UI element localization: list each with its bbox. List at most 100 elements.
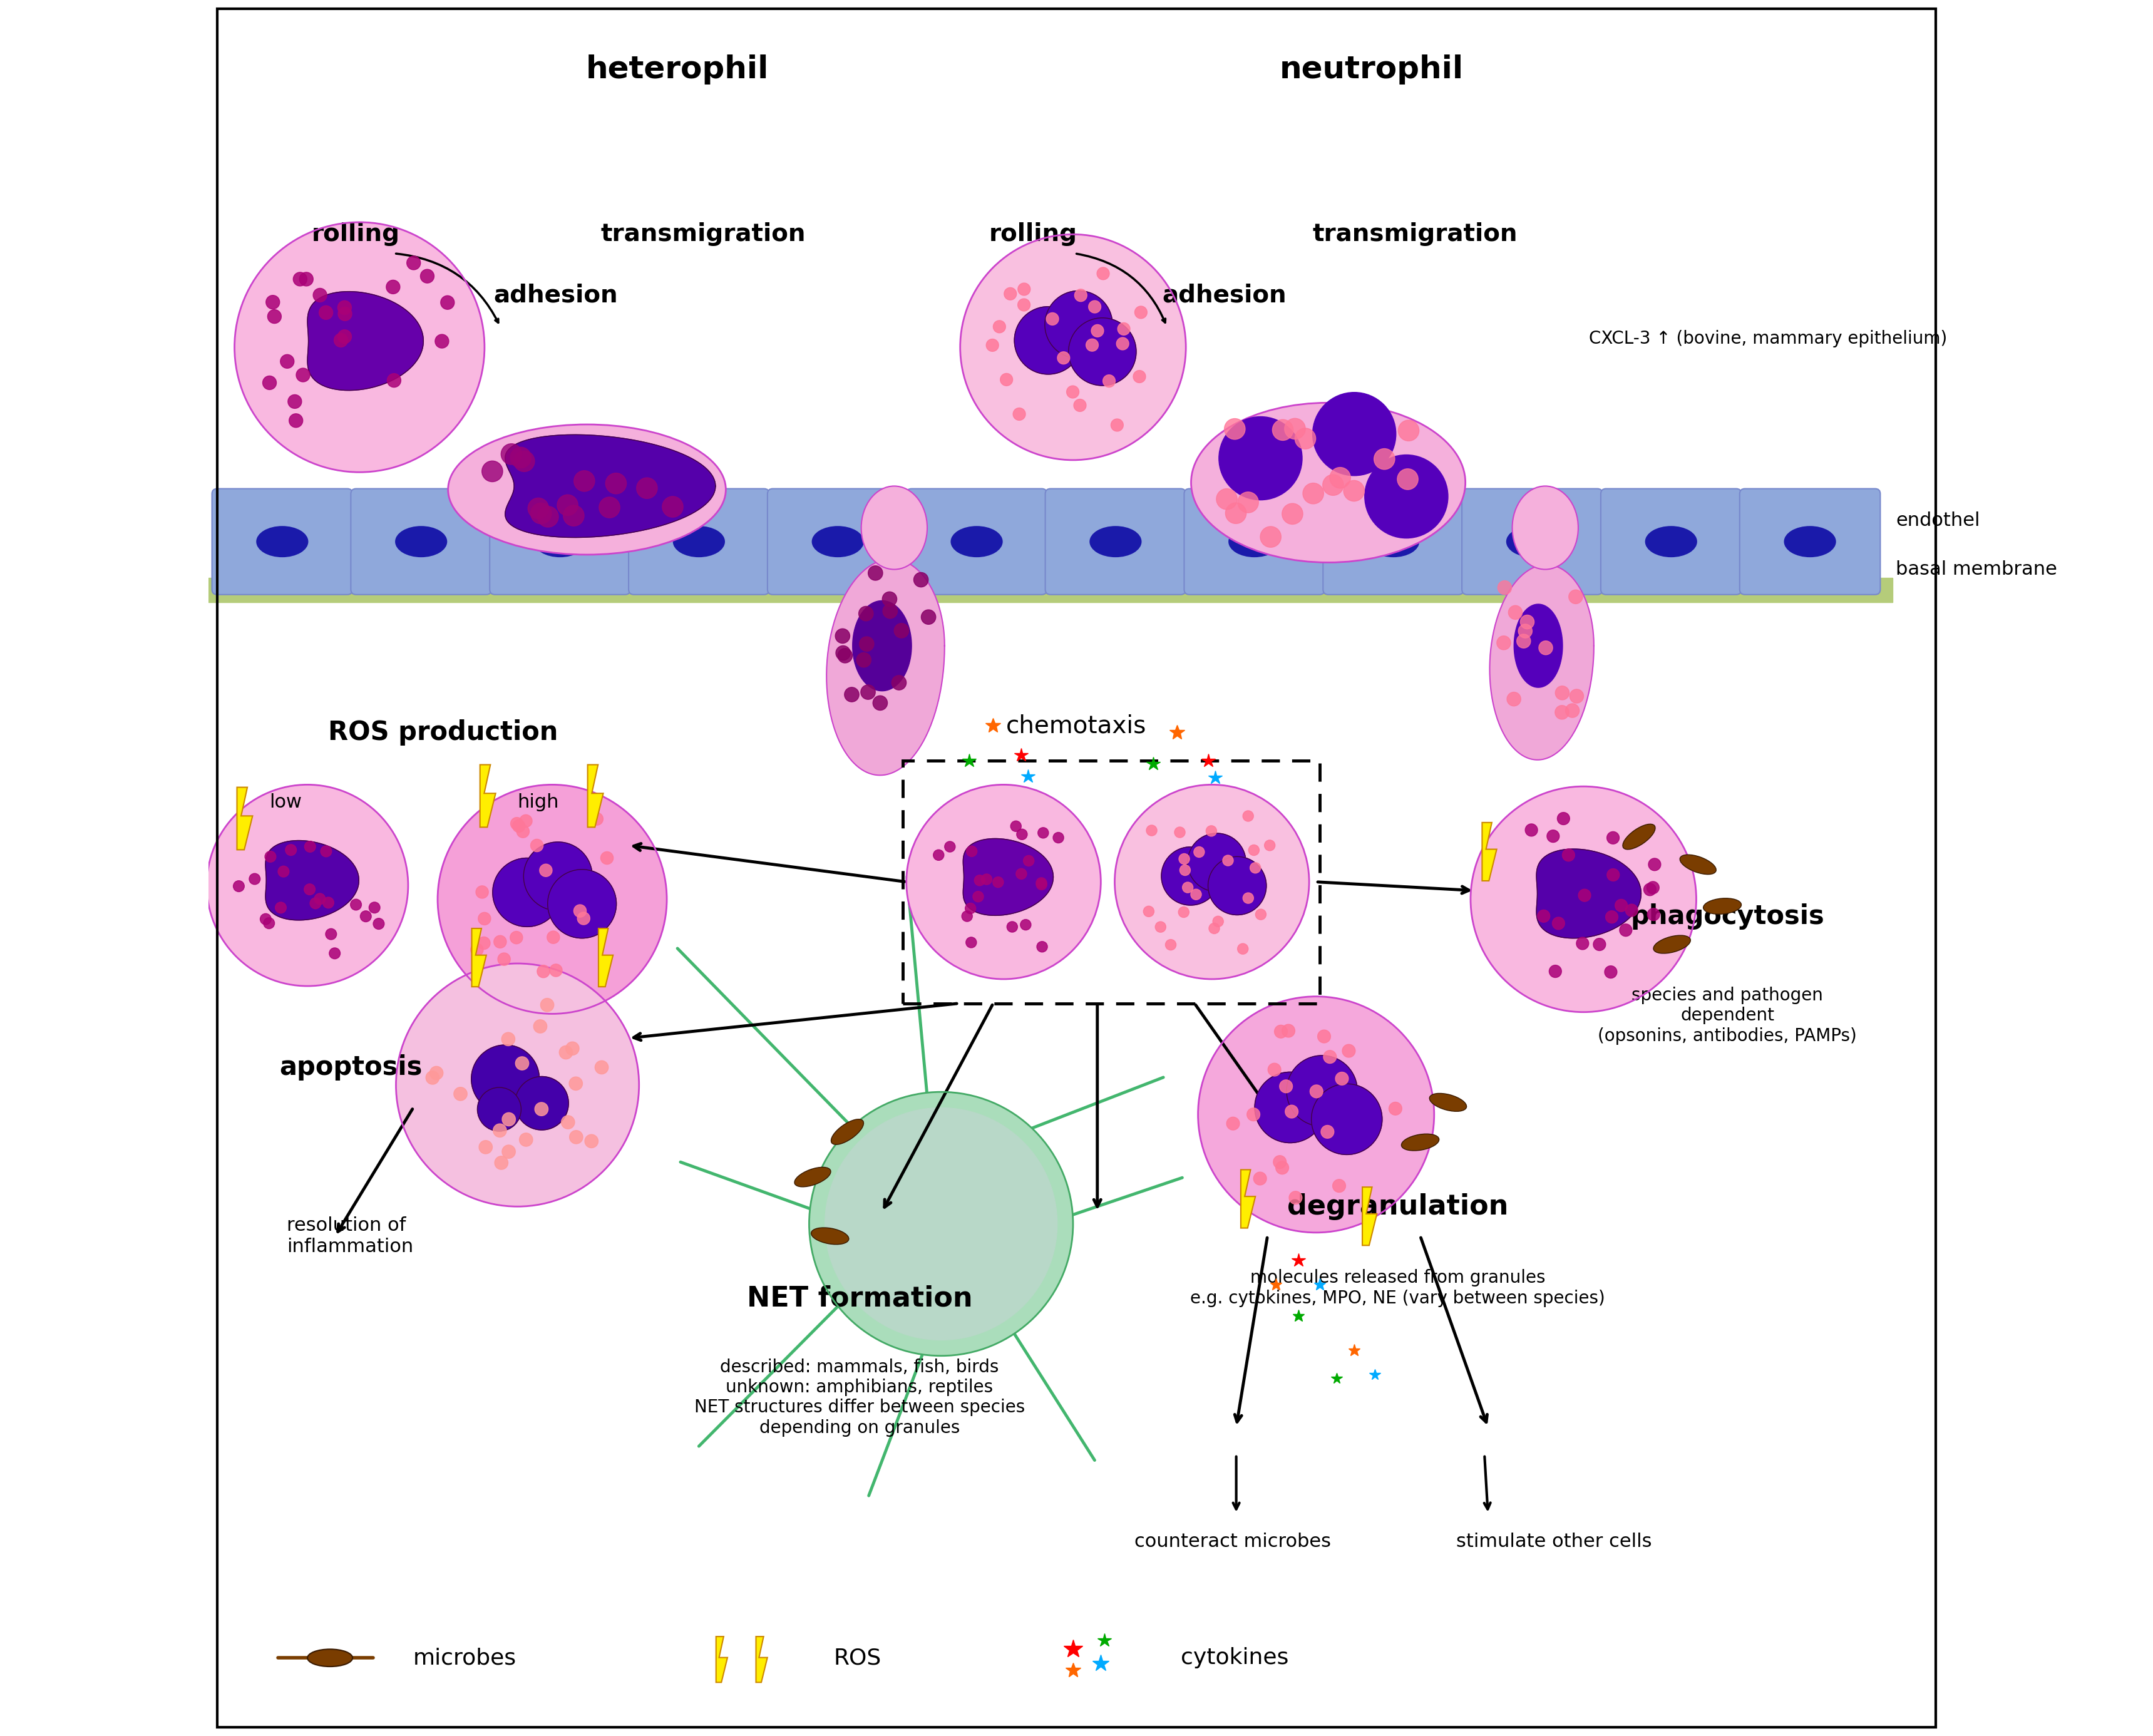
Circle shape (1008, 922, 1018, 932)
Circle shape (289, 394, 301, 408)
Circle shape (586, 1135, 599, 1147)
Circle shape (1247, 1108, 1260, 1121)
Circle shape (571, 1130, 583, 1144)
Circle shape (519, 814, 532, 828)
Circle shape (1145, 825, 1156, 835)
Circle shape (1643, 884, 1656, 896)
Ellipse shape (1089, 526, 1141, 557)
Circle shape (1285, 1106, 1298, 1118)
Circle shape (1173, 826, 1184, 838)
Circle shape (844, 687, 859, 701)
Text: endothel: endothel (1897, 512, 1981, 529)
Text: ROS production: ROS production (327, 719, 558, 746)
Circle shape (967, 937, 977, 948)
Circle shape (1182, 882, 1193, 892)
FancyBboxPatch shape (211, 490, 353, 594)
Circle shape (515, 1057, 530, 1069)
Polygon shape (1363, 1187, 1378, 1245)
Circle shape (605, 472, 627, 493)
Circle shape (1313, 392, 1395, 476)
Circle shape (289, 413, 304, 427)
Polygon shape (308, 292, 424, 391)
Ellipse shape (1679, 854, 1716, 875)
Circle shape (235, 222, 484, 472)
Ellipse shape (831, 1120, 863, 1144)
Circle shape (1074, 290, 1087, 302)
Polygon shape (1490, 564, 1593, 760)
Text: chemotaxis: chemotaxis (1005, 713, 1148, 738)
Polygon shape (1537, 849, 1641, 937)
Circle shape (388, 373, 400, 387)
Circle shape (1343, 481, 1365, 502)
Circle shape (1496, 635, 1511, 649)
Circle shape (861, 684, 876, 700)
Circle shape (523, 842, 592, 911)
Circle shape (540, 998, 553, 1012)
Circle shape (1188, 833, 1247, 892)
Circle shape (1524, 825, 1537, 837)
Circle shape (476, 885, 489, 898)
Circle shape (1117, 323, 1130, 335)
Circle shape (478, 1087, 521, 1132)
Polygon shape (853, 601, 911, 691)
Circle shape (982, 873, 993, 885)
Text: apoptosis: apoptosis (280, 1054, 422, 1082)
Circle shape (1066, 385, 1079, 398)
Circle shape (1550, 965, 1561, 977)
Circle shape (560, 1045, 573, 1059)
Circle shape (512, 819, 525, 832)
Circle shape (527, 498, 549, 519)
Circle shape (338, 307, 351, 321)
Polygon shape (962, 838, 1053, 915)
Text: NET formation: NET formation (747, 1285, 973, 1312)
Circle shape (601, 852, 614, 865)
Circle shape (304, 884, 314, 894)
Circle shape (1626, 904, 1638, 917)
Circle shape (1156, 922, 1167, 932)
Circle shape (1249, 845, 1260, 856)
Ellipse shape (1507, 526, 1559, 557)
Circle shape (472, 1045, 540, 1113)
Circle shape (838, 648, 853, 663)
Ellipse shape (1703, 898, 1742, 915)
Circle shape (1272, 1156, 1285, 1168)
Text: cytokines: cytokines (1180, 1647, 1290, 1668)
Circle shape (286, 844, 297, 856)
Circle shape (663, 496, 683, 517)
Circle shape (1322, 1125, 1335, 1139)
Circle shape (1255, 1073, 1326, 1142)
Circle shape (1546, 830, 1559, 842)
Circle shape (360, 911, 370, 922)
Polygon shape (717, 1637, 728, 1682)
Circle shape (1085, 339, 1098, 351)
Text: degranulation: degranulation (1287, 1193, 1509, 1220)
Ellipse shape (396, 526, 448, 557)
Circle shape (1251, 863, 1262, 873)
Text: low: low (269, 793, 301, 811)
Circle shape (493, 1123, 506, 1137)
Circle shape (261, 913, 271, 925)
Circle shape (1498, 582, 1511, 595)
Circle shape (1516, 634, 1531, 648)
Circle shape (329, 948, 340, 958)
Polygon shape (1514, 604, 1563, 687)
Circle shape (1331, 467, 1350, 488)
Circle shape (426, 1071, 439, 1085)
Polygon shape (756, 1637, 766, 1682)
Circle shape (1225, 418, 1244, 439)
FancyBboxPatch shape (1462, 490, 1602, 594)
Circle shape (1324, 1050, 1337, 1064)
Circle shape (1074, 399, 1085, 411)
Circle shape (502, 1033, 515, 1045)
Polygon shape (1240, 1170, 1255, 1227)
Circle shape (1341, 1045, 1354, 1057)
Circle shape (396, 963, 639, 1207)
Circle shape (495, 1156, 508, 1170)
FancyBboxPatch shape (1740, 490, 1880, 594)
Circle shape (1223, 856, 1234, 866)
Circle shape (1208, 924, 1219, 934)
Circle shape (1014, 408, 1025, 420)
FancyBboxPatch shape (906, 490, 1046, 594)
Circle shape (1281, 1024, 1294, 1038)
Circle shape (1016, 868, 1027, 878)
